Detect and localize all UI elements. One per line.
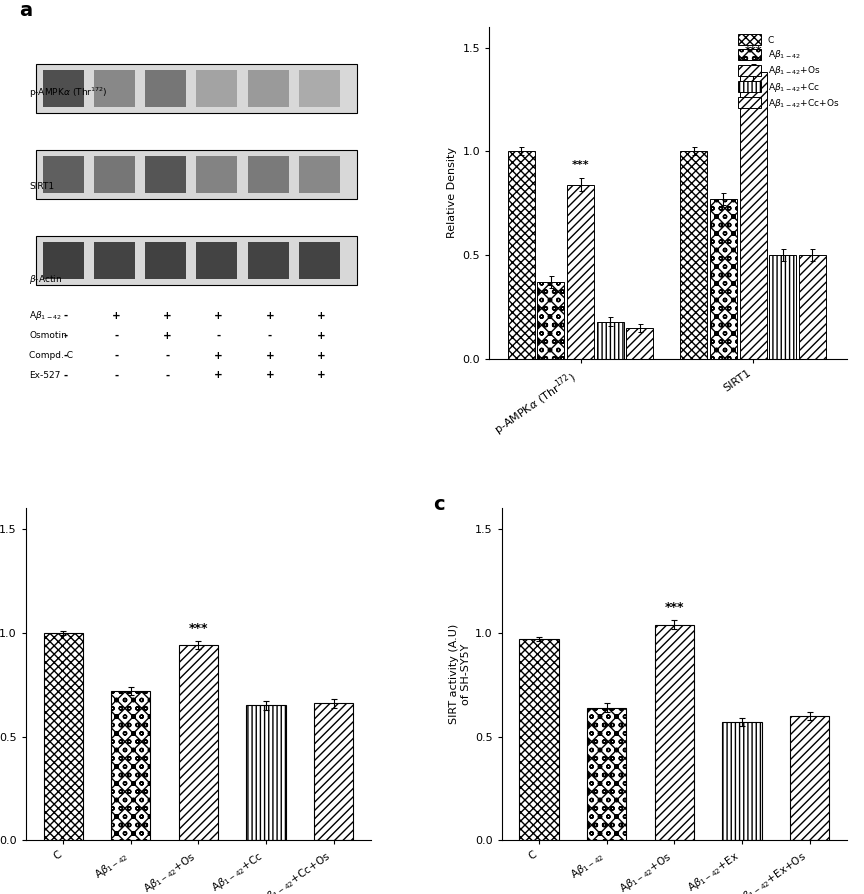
Text: ***: *** <box>188 622 208 635</box>
Text: +: + <box>265 311 274 321</box>
Text: -: - <box>63 331 67 341</box>
Text: +: + <box>214 350 223 360</box>
Bar <box>196 70 238 106</box>
Bar <box>710 199 737 358</box>
Text: A$\beta_{1-42}$: A$\beta_{1-42}$ <box>29 309 62 322</box>
Bar <box>145 156 187 193</box>
Bar <box>314 704 353 840</box>
Bar <box>43 156 84 193</box>
Bar <box>94 156 135 193</box>
Bar <box>248 70 289 106</box>
Text: ***: *** <box>744 46 762 55</box>
Text: +: + <box>265 370 274 381</box>
Text: p-AMPK$\alpha$ (Thr$^{172}$): p-AMPK$\alpha$ (Thr$^{172}$) <box>29 86 108 100</box>
Bar <box>145 70 187 106</box>
Bar <box>299 70 340 106</box>
Bar <box>655 625 694 840</box>
Text: +: + <box>163 311 172 321</box>
Text: -: - <box>114 331 118 341</box>
Text: Osmotin: Osmotin <box>29 331 67 340</box>
Text: -: - <box>165 350 169 360</box>
Bar <box>798 255 826 358</box>
Text: ***: *** <box>664 601 684 614</box>
Bar <box>722 722 761 840</box>
Bar <box>626 328 653 358</box>
Bar <box>36 150 357 199</box>
Bar <box>740 72 766 358</box>
Bar <box>537 283 564 358</box>
Bar <box>36 63 357 113</box>
Text: +: + <box>316 311 326 321</box>
Bar <box>596 322 624 358</box>
Text: c: c <box>433 495 444 514</box>
Bar <box>179 645 218 840</box>
Text: SIRT1: SIRT1 <box>29 181 54 190</box>
Bar <box>248 242 289 279</box>
Text: $\beta$-Actin: $\beta$-Actin <box>29 273 62 286</box>
Text: +: + <box>316 370 326 381</box>
Text: +: + <box>316 350 326 360</box>
Text: +: + <box>112 311 121 321</box>
Text: -: - <box>63 350 67 360</box>
Bar <box>43 633 83 840</box>
Text: +: + <box>316 331 326 341</box>
Y-axis label: SIRT activity (A.U)
of SH-SY5Y: SIRT activity (A.U) of SH-SY5Y <box>449 624 471 724</box>
Text: -: - <box>217 331 221 341</box>
Bar <box>769 255 797 358</box>
Bar <box>508 151 535 358</box>
Bar <box>43 70 84 106</box>
Text: Compd. C: Compd. C <box>29 351 73 360</box>
Bar <box>680 151 708 358</box>
Legend: C, A$\beta_{1-42}$, A$\beta_{1-42}$+Os, A$\beta_{1-42}$+Cc, A$\beta_{1-42}$+Cc+O: C, A$\beta_{1-42}$, A$\beta_{1-42}$+Os, … <box>735 31 842 113</box>
Bar <box>196 156 238 193</box>
Bar <box>299 242 340 279</box>
Y-axis label: Relative Density: Relative Density <box>447 148 457 239</box>
Bar <box>587 707 626 840</box>
Bar <box>567 184 594 358</box>
Text: -: - <box>114 350 118 360</box>
Bar <box>111 691 150 840</box>
Text: +: + <box>163 331 172 341</box>
Text: -: - <box>165 370 169 381</box>
Bar <box>299 156 340 193</box>
Text: Ex-527: Ex-527 <box>29 371 60 380</box>
Text: -: - <box>63 311 67 321</box>
Text: +: + <box>265 350 274 360</box>
Text: a: a <box>19 1 32 21</box>
Bar <box>36 236 357 285</box>
Bar <box>94 70 135 106</box>
Text: ***: *** <box>572 160 589 170</box>
Bar <box>94 242 135 279</box>
Bar <box>790 716 829 840</box>
Text: +: + <box>214 311 223 321</box>
Text: -: - <box>114 370 118 381</box>
Text: -: - <box>63 370 67 381</box>
Text: +: + <box>214 370 223 381</box>
Bar <box>145 242 187 279</box>
Bar <box>196 242 238 279</box>
Bar <box>43 242 84 279</box>
Bar <box>246 705 286 840</box>
Text: -: - <box>268 331 272 341</box>
Bar <box>248 156 289 193</box>
Bar <box>519 639 559 840</box>
